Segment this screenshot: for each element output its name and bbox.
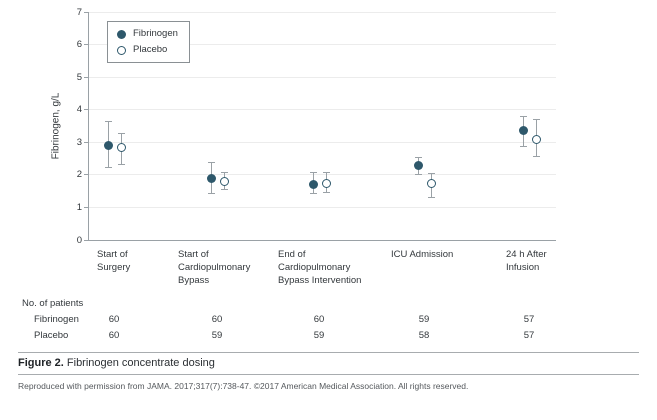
patients-table-header: No. of patients bbox=[22, 298, 84, 309]
gridline bbox=[89, 174, 556, 176]
y-axis-tick bbox=[84, 44, 88, 46]
error-bar-cap-top bbox=[118, 132, 125, 134]
patients-count: 60 bbox=[313, 314, 325, 325]
legend-item-placebo: Placebo bbox=[117, 44, 178, 56]
y-tick-label: 1 bbox=[76, 201, 82, 213]
x-axis-label: End of Cardiopulmonary Bypass Interventi… bbox=[278, 249, 362, 286]
error-bar-cap-bottom bbox=[533, 155, 540, 157]
error-bar-cap-bottom bbox=[323, 191, 330, 193]
y-tick-label: 7 bbox=[76, 6, 82, 18]
x-axis-label: ICU Admission bbox=[391, 249, 454, 260]
gridline bbox=[89, 76, 556, 78]
error-bar-cap-bottom bbox=[118, 164, 125, 166]
patients-count: 60 bbox=[108, 314, 120, 325]
data-point-placebo bbox=[117, 142, 126, 152]
open-circle-icon bbox=[117, 45, 126, 55]
data-point-fibrinogen bbox=[309, 180, 318, 190]
data-point-placebo bbox=[427, 178, 436, 188]
x-axis-label: Start of Cardiopulmonary Bypass bbox=[178, 249, 251, 286]
error-bar-cap-bottom bbox=[428, 196, 435, 198]
y-axis-tick bbox=[84, 174, 88, 176]
y-axis-tick bbox=[84, 141, 88, 143]
caption-top-rule bbox=[18, 352, 639, 353]
y-tick-label: 3 bbox=[76, 136, 82, 148]
legend-item-fibrinogen: Fibrinogen bbox=[117, 28, 178, 40]
y-tick-label: 4 bbox=[76, 104, 82, 116]
error-bar-cap-top bbox=[105, 121, 112, 123]
data-point-fibrinogen bbox=[207, 173, 216, 183]
y-tick-label: 6 bbox=[76, 39, 82, 51]
patients-count: 57 bbox=[523, 330, 535, 341]
x-axis-label: 24 h After Infusion bbox=[506, 249, 547, 273]
patients-row-label-fibrinogen: Fibrinogen bbox=[34, 314, 79, 325]
y-axis-tick bbox=[84, 239, 88, 241]
filled-circle-icon bbox=[117, 29, 126, 39]
patients-count: 60 bbox=[211, 314, 223, 325]
patients-count: 59 bbox=[313, 330, 325, 341]
figure-caption-label: Figure 2. bbox=[18, 357, 64, 369]
gridline bbox=[89, 44, 556, 46]
y-tick-label: 2 bbox=[76, 169, 82, 181]
error-bar-cap-top bbox=[310, 171, 317, 173]
legend-label-placebo: Placebo bbox=[133, 44, 168, 55]
error-bar-cap-top bbox=[323, 171, 330, 173]
data-point-fibrinogen bbox=[104, 141, 113, 151]
legend: Fibrinogen Placebo bbox=[107, 21, 190, 63]
error-bar-cap-bottom bbox=[105, 167, 112, 169]
patients-count: 57 bbox=[523, 314, 535, 325]
patients-count: 60 bbox=[108, 330, 120, 341]
error-bar-cap-top bbox=[520, 116, 527, 118]
error-bar-cap-bottom bbox=[415, 173, 422, 175]
error-bar-cap-bottom bbox=[208, 193, 215, 195]
caption-bottom-rule bbox=[18, 374, 639, 375]
error-bar-cap-top bbox=[221, 171, 228, 173]
error-bar-cap-bottom bbox=[310, 193, 317, 195]
x-axis-label: Start of Surgery bbox=[97, 249, 131, 273]
gridline bbox=[89, 109, 556, 111]
patients-count: 58 bbox=[418, 330, 430, 341]
patients-count: 59 bbox=[418, 314, 430, 325]
error-bar-cap-bottom bbox=[221, 188, 228, 190]
patients-row-label-placebo: Placebo bbox=[34, 330, 69, 341]
data-point-placebo bbox=[322, 178, 331, 188]
error-bar-cap-bottom bbox=[520, 146, 527, 148]
error-bar-cap-top bbox=[428, 173, 435, 175]
y-axis-title: Fibrinogen, g/L bbox=[50, 92, 62, 160]
data-point-placebo bbox=[220, 176, 229, 186]
y-axis-tick bbox=[84, 76, 88, 78]
y-tick-label: 0 bbox=[76, 234, 82, 246]
plot-area: 0 1 2 3 4 5 6 7 bbox=[77, 7, 556, 246]
figure-caption-text: Fibrinogen concentrate dosing bbox=[63, 357, 215, 369]
gridline bbox=[89, 206, 556, 208]
data-point-fibrinogen bbox=[519, 126, 528, 136]
y-axis-tick bbox=[84, 206, 88, 208]
error-bar-cap-top bbox=[533, 119, 540, 121]
data-point-placebo bbox=[532, 134, 541, 144]
patients-count: 59 bbox=[211, 330, 223, 341]
legend-label-fibrinogen: Fibrinogen bbox=[133, 28, 178, 39]
data-point-fibrinogen bbox=[414, 160, 423, 170]
attribution-footer: Reproduced with permission from JAMA. 20… bbox=[18, 381, 469, 391]
y-axis-tick bbox=[84, 109, 88, 111]
y-axis-tick bbox=[84, 11, 88, 13]
error-bar-cap-top bbox=[208, 161, 215, 163]
figure-caption: Figure 2. Fibrinogen concentrate dosing bbox=[18, 357, 215, 369]
gridline bbox=[89, 11, 556, 13]
y-tick-label: 5 bbox=[76, 71, 82, 83]
gridline bbox=[89, 141, 556, 143]
error-bar-cap-top bbox=[415, 156, 422, 158]
